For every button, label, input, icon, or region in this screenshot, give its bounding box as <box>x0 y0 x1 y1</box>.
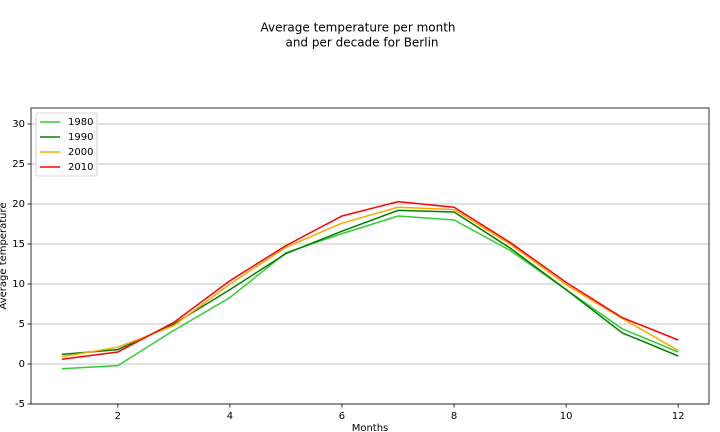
legend-label: 2010 <box>68 162 93 173</box>
y-tick-label: 20 <box>12 199 25 210</box>
y-tick-label: 25 <box>12 159 25 170</box>
chart-subtitle: and per decade for Berlin <box>285 36 438 50</box>
y-tick-label: 30 <box>12 119 25 130</box>
legend-label: 1980 <box>68 117 93 128</box>
x-tick-label: 8 <box>451 411 457 422</box>
y-tick-label: 15 <box>12 239 25 250</box>
y-tick-label: 10 <box>12 279 25 290</box>
data-line <box>61 215 679 370</box>
chart-title: Average temperature per month <box>260 21 455 35</box>
data-line <box>61 200 679 360</box>
x-tick-label: 12 <box>672 411 685 422</box>
plot-frame <box>30 107 710 405</box>
y-axis-label: Average temperature <box>0 202 9 309</box>
x-tick-label: 4 <box>227 411 233 422</box>
x-axis-label: Months <box>352 423 389 432</box>
y-tick-label: -5 <box>15 399 25 410</box>
x-tick-label: 6 <box>339 411 345 422</box>
legend-label: 2000 <box>68 147 93 158</box>
legend-label: 1990 <box>68 132 93 143</box>
y-tick-label: 5 <box>19 319 25 330</box>
y-tick-label: 0 <box>19 359 25 370</box>
x-tick-label: 2 <box>115 411 121 422</box>
data-line <box>61 206 679 358</box>
legend-box <box>35 112 98 177</box>
x-tick-label: 10 <box>560 411 573 422</box>
data-line <box>61 209 679 357</box>
